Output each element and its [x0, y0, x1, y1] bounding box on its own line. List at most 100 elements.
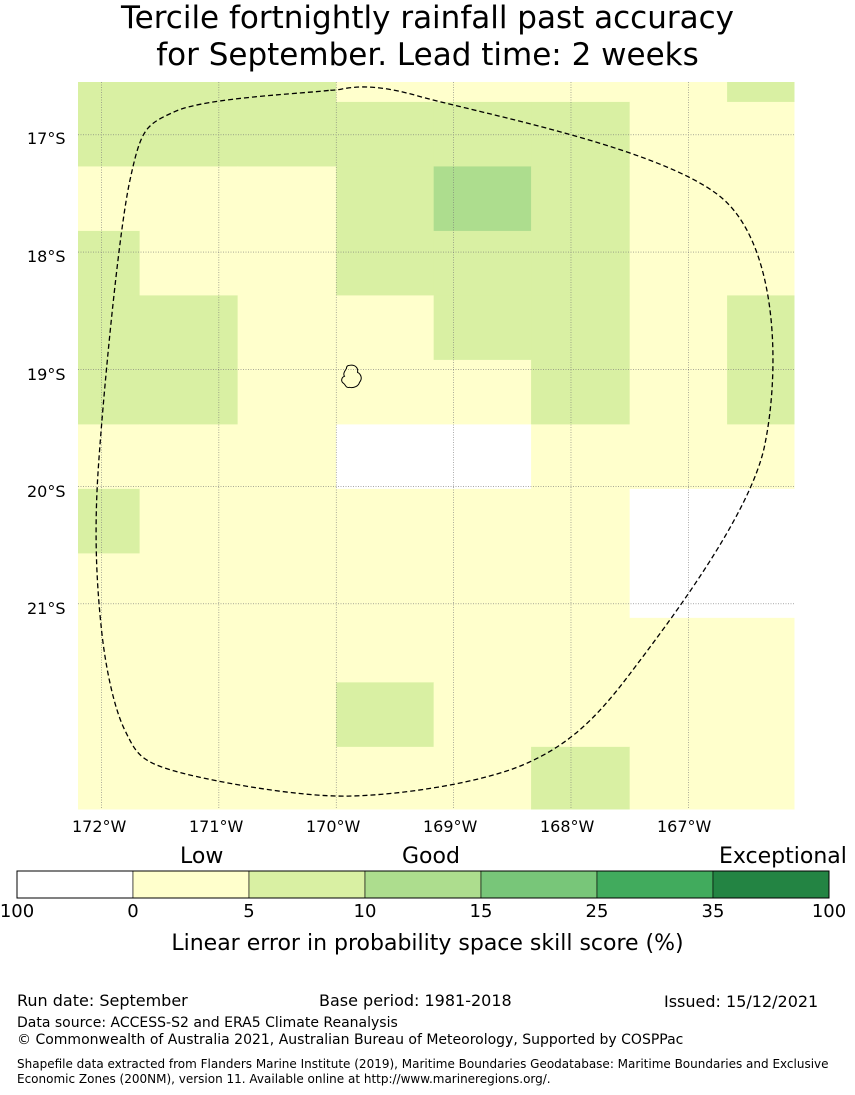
lat-label-17s: 17°S: [27, 129, 66, 148]
grid-cell: [78, 82, 141, 103]
grid-cell: [78, 359, 141, 425]
grid-cell: [433, 424, 532, 490]
grid-cell: [433, 553, 532, 619]
grid-cell: [78, 553, 141, 619]
grid-cell: [336, 359, 435, 425]
copyright: © Commonwealth of Australia 2021, Austra…: [17, 1032, 684, 1048]
grid-cell: [336, 295, 435, 361]
shapefile-credit-line-2: Economic Zones (200NM), version 11. Avai…: [17, 1072, 551, 1086]
grid-cell: [336, 617, 435, 683]
run-date: Run date: September: [17, 991, 188, 1010]
grid-cell: [78, 166, 141, 232]
legend-category-exceptional: Exceptional: [719, 844, 847, 869]
grid-cell: [531, 82, 631, 103]
lat-label-20s: 20°S: [27, 482, 66, 501]
colorbar-segment: [16, 870, 134, 899]
grid-cell: [139, 359, 239, 425]
grid-cell: [336, 746, 435, 810]
grid-cell: [727, 166, 795, 232]
grid-cell: [78, 682, 141, 748]
grid-cell: [336, 488, 435, 554]
grid-cell: [78, 424, 141, 490]
lon-label-168w: 168°W: [540, 817, 595, 836]
grid-cell: [78, 617, 141, 683]
colorbar-title: Linear error in probability space skill …: [171, 931, 684, 956]
colorbar-tick-label: 25: [585, 901, 609, 922]
grid-cell: [139, 166, 239, 232]
grid-cell: [237, 553, 337, 619]
grid-cell: [433, 617, 532, 683]
grid-cell: [433, 488, 532, 554]
grid-cell: [237, 746, 337, 810]
legend-category-low: Low: [180, 844, 224, 869]
grid-cell: [139, 488, 239, 554]
grid-cell: [237, 166, 337, 232]
grid-cell: [237, 682, 337, 748]
grid-cell: [727, 488, 795, 554]
lat-label-21s: 21°S: [27, 599, 66, 618]
grid-cell: [139, 746, 239, 810]
grid-cell: [336, 424, 435, 490]
grid-cell: [629, 295, 728, 361]
grid-cell: [336, 682, 435, 748]
grid-cell: [433, 359, 532, 425]
grid-cell: [139, 230, 239, 296]
grid-cell: [336, 553, 435, 619]
grid-cell: [336, 166, 435, 232]
grid-cell: [727, 682, 795, 748]
grid-cell: [727, 359, 795, 425]
colorbar-tick-label: 100: [0, 901, 35, 922]
colorbar-frame: [16, 870, 830, 899]
grid-cell: [629, 682, 728, 748]
grid-cell: [237, 295, 337, 361]
colorbar-segment: [248, 870, 366, 899]
grid-cell: [727, 553, 795, 619]
grid-cell: [139, 682, 239, 748]
grid-cell: [237, 101, 337, 167]
grid-cell: [433, 101, 532, 167]
colorbar-segment: [480, 870, 598, 899]
grid-cell: [629, 617, 728, 683]
grid-cell: [78, 746, 141, 810]
colorbar-segment: [596, 870, 714, 899]
grid-cell: [139, 295, 239, 361]
issued-date: Issued: 15/12/2021: [664, 992, 819, 1011]
skill-grid: [78, 82, 795, 810]
grid-cell: [727, 101, 795, 167]
grid-cell: [531, 230, 631, 296]
grid-cell: [727, 295, 795, 361]
grid-cell: [727, 82, 795, 103]
grid-cell: [629, 746, 728, 810]
lon-label-169w: 169°W: [423, 817, 478, 836]
grid-cell: [139, 82, 239, 103]
grid-cell: [78, 295, 141, 361]
grid-cell: [629, 230, 728, 296]
grid-cell: [237, 359, 337, 425]
grid-cell: [78, 488, 141, 554]
grid-cell: [531, 488, 631, 554]
grid-cell: [237, 230, 337, 296]
base-period: Base period: 1981-2018: [319, 991, 512, 1010]
grid-cell: [531, 166, 631, 232]
grid-cell: [531, 101, 631, 167]
colorbar: [16, 870, 830, 899]
grid-cell: [336, 82, 435, 103]
colorbar-segment: [132, 870, 250, 899]
colorbar-tick-label: 100: [811, 901, 847, 922]
grid-cell: [78, 101, 141, 167]
title-line-1: Tercile fortnightly rainfall past accura…: [120, 0, 735, 36]
grid-cell: [433, 230, 532, 296]
grid-cell: [237, 424, 337, 490]
grid-cell: [433, 166, 532, 232]
shapefile-credit-line-1: Shapefile data extracted from Flanders M…: [17, 1057, 829, 1071]
grid-cell: [139, 617, 239, 683]
grid-cell: [727, 746, 795, 810]
colorbar-tick-label: 5: [243, 901, 255, 922]
colorbar-tick-label: 15: [469, 901, 493, 922]
lon-label-172w: 172°W: [72, 817, 127, 836]
grid-cell: [433, 82, 532, 103]
legend-category-good: Good: [402, 844, 460, 869]
data-source: Data source: ACCESS-S2 and ERA5 Climate …: [17, 1015, 398, 1031]
lon-label-167w: 167°W: [657, 817, 712, 836]
colorbar-tick-label: 10: [353, 901, 377, 922]
